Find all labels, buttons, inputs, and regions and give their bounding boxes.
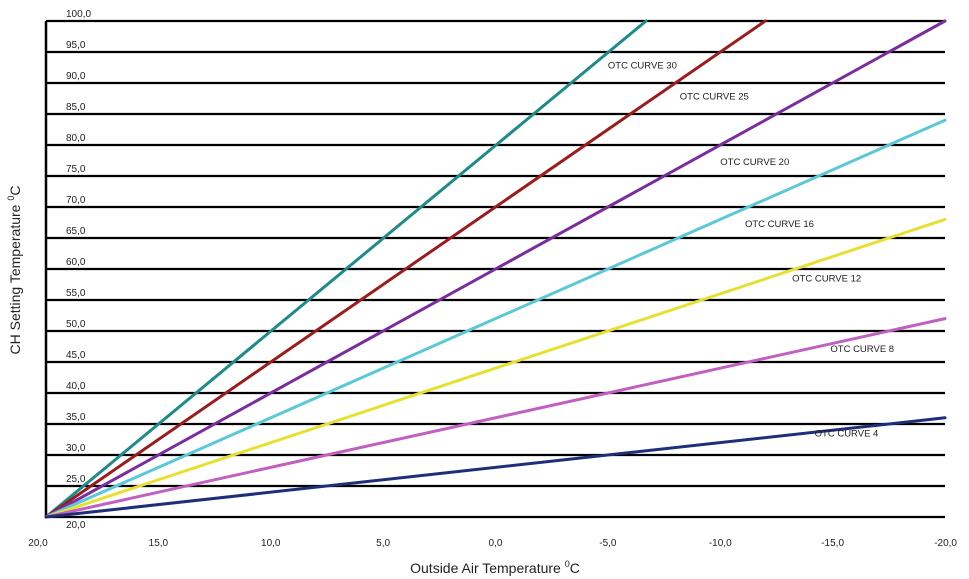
series-label-5: OTC CURVE 8 [830, 344, 894, 355]
series-line-1 [44, 19, 767, 519]
x-tick-label-2: 10,0 [261, 538, 281, 549]
x-tick-label-8: -20,0 [934, 538, 957, 549]
series-line-3 [44, 118, 947, 519]
x-tick-label-3: 5,0 [376, 538, 390, 549]
x-tick-label-1: 15,0 [149, 538, 169, 549]
curve-labels: OTC CURVE 30 OTC CURVE 25 OTC CURVE 20 OTC … [608, 61, 894, 440]
y-tick-label-5: 45,0 [66, 350, 86, 361]
y-tick-labels: 20,0 25,0 30,0 35,0 40,0 45,0 50,0 55,0 60,0 65,0… [66, 9, 91, 531]
y-tick-label-8: 60,0 [66, 257, 86, 268]
series-label-2: OTC CURVE 20 [720, 157, 789, 168]
x-tick-labels: 20,0 15,0 10,0 5,0 0,0 -5,0 -10,0 -15,0 -20,0 [28, 538, 957, 549]
series-line-6 [44, 416, 947, 519]
x-axis-title: Outside Air Temperature 0C [410, 559, 580, 576]
series-line-0 [44, 19, 648, 519]
y-tick-label-7: 55,0 [66, 288, 86, 299]
series-line-4 [44, 217, 947, 519]
series-lines [44, 19, 947, 519]
series-label-3: OTC CURVE 16 [745, 219, 814, 230]
series-label-0: OTC CURVE 30 [608, 61, 677, 72]
y-tick-label-16: 100,0 [66, 9, 91, 20]
series-label-1: OTC CURVE 25 [680, 92, 749, 103]
y-tick-label-3: 35,0 [66, 412, 86, 423]
series-line-2 [44, 19, 947, 519]
y-tick-label-1: 25,0 [66, 474, 86, 485]
y-tick-label-0: 20,0 [66, 520, 86, 531]
series-label-4: OTC CURVE 12 [792, 273, 861, 284]
y-tick-label-12: 80,0 [66, 133, 86, 144]
y-tick-label-13: 85,0 [66, 102, 86, 113]
x-tick-label-7: -15,0 [821, 538, 844, 549]
x-tick-label-0: 20,0 [28, 538, 48, 549]
y-tick-label-6: 50,0 [66, 319, 86, 330]
series-line-5 [44, 317, 947, 519]
x-tick-label-6: -10,0 [709, 538, 732, 549]
y-tick-label-4: 40,0 [66, 381, 86, 392]
x-tick-label-4: 0,0 [489, 538, 503, 549]
x-tick-label-5: -5,0 [599, 538, 617, 549]
series-label-6: OTC CURVE 4 [815, 428, 879, 439]
y-tick-label-14: 90,0 [66, 71, 86, 82]
y-tick-label-2: 30,0 [66, 443, 86, 454]
y-tick-label-10: 70,0 [66, 195, 86, 206]
y-tick-label-15: 95,0 [66, 40, 86, 51]
y-tick-label-9: 65,0 [66, 226, 86, 237]
y-axis-title: CH Setting Temperature 0C [6, 186, 23, 355]
y-tick-label-11: 75,0 [66, 164, 86, 175]
